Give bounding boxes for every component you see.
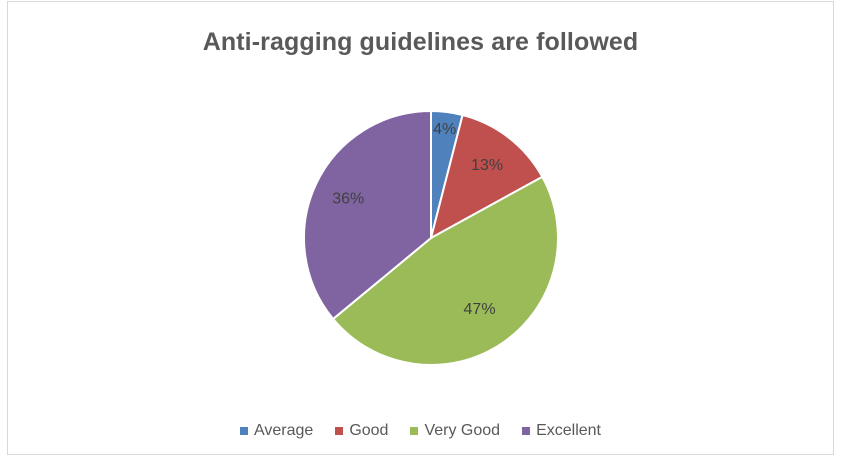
legend-label: Very Good [424, 422, 501, 439]
legend-item-average: Average [240, 422, 313, 440]
pie-slice-good [429, 113, 544, 240]
data-label-average: 4% [433, 121, 456, 138]
legend-item-excellent: Excellent [522, 422, 601, 440]
legend-swatch [335, 427, 344, 435]
legend-item-very-good: Very Good [410, 422, 500, 440]
legend-swatch [240, 427, 248, 435]
pie-slice-excellent [303, 109, 432, 321]
chart-title: Anti-ragging guidelines are followed [202, 28, 639, 56]
data-label-excellent: 36% [332, 191, 364, 208]
legend-label: Excellent [536, 422, 601, 439]
legend: Average Good Very Good Excellent [8, 422, 833, 440]
pie-chart: 4% 13% 47% 36% [303, 109, 559, 366]
data-label-good: 13% [471, 157, 503, 174]
legend-swatch [522, 427, 531, 435]
legend-label: Average [254, 422, 314, 439]
legend-item-good: Good [335, 422, 388, 440]
legend-swatch [410, 427, 419, 435]
data-label-very-good: 47% [464, 301, 496, 318]
chart-frame: Anti-ragging guidelines are followed 4% 1… [7, 1, 834, 455]
pie-slice-very-good [331, 175, 559, 366]
legend-label: Good [349, 422, 389, 439]
